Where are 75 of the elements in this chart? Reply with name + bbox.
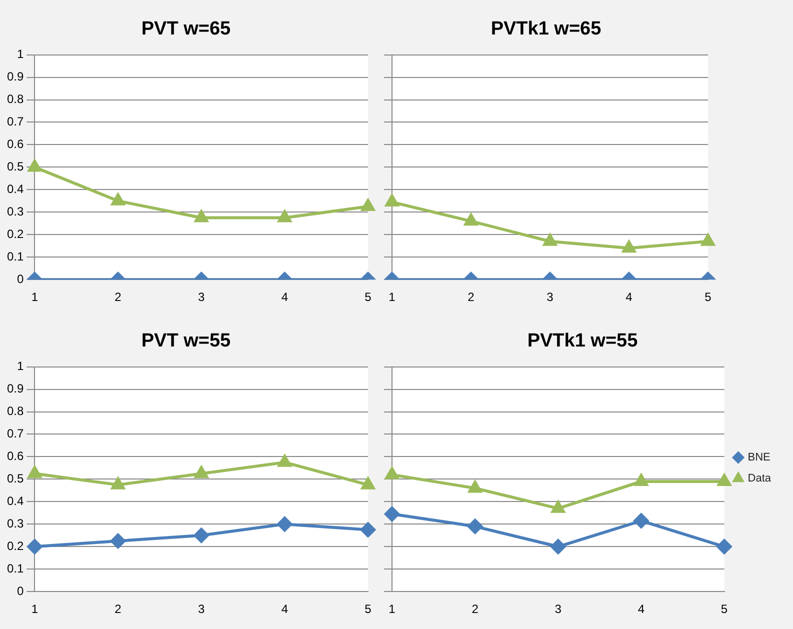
- x-tick-label: 4: [626, 290, 633, 304]
- point: [551, 500, 565, 513]
- x-tick-label: 2: [468, 290, 475, 304]
- legend-label: Data: [748, 472, 772, 485]
- x-tick-label: 3: [198, 290, 205, 304]
- y-tick-label: 1: [16, 47, 24, 62]
- y-tick-label: 0.3: [6, 516, 24, 530]
- point: [361, 477, 375, 490]
- point: [716, 539, 732, 554]
- x-tick-label: 1: [31, 602, 38, 616]
- x-tick-label: 3: [554, 602, 562, 616]
- y-tick-label: 0: [16, 584, 24, 598]
- x-tick-label: 3: [198, 602, 205, 616]
- y-tick-label: 0.6: [6, 137, 24, 152]
- x-tick-label: 4: [281, 290, 288, 304]
- y-tick-label: 0.4: [6, 182, 24, 196]
- point: [360, 522, 376, 538]
- y-tick-label: 0.1: [6, 249, 24, 264]
- y-tick-label: 0.5: [6, 472, 24, 486]
- point: [634, 513, 649, 528]
- point: [194, 210, 208, 222]
- point: [110, 534, 126, 549]
- x-tick-label: 4: [281, 602, 288, 616]
- chart-title: PVTk1 w=65: [490, 18, 602, 40]
- x-tick-label: 4: [638, 602, 645, 616]
- y-tick-label: 1: [16, 359, 24, 374]
- x-tick-label: 2: [114, 290, 122, 304]
- point: [464, 214, 478, 226]
- x-tick-label: 5: [720, 602, 728, 616]
- point: [27, 539, 42, 554]
- x-tick-label: 2: [472, 602, 479, 616]
- point: [550, 539, 566, 554]
- y-tick-label: 0.5: [6, 160, 24, 174]
- point: [543, 234, 557, 246]
- y-tick-label: 0.2: [6, 226, 24, 241]
- point: [361, 199, 375, 212]
- legend-label: BNE: [748, 452, 770, 464]
- y-tick-label: 0.8: [6, 404, 24, 418]
- point: [278, 210, 292, 222]
- point: [277, 516, 292, 532]
- y-tick-label: 0.4: [6, 494, 24, 508]
- y-tick-label: 0.2: [6, 538, 24, 553]
- point: [111, 477, 125, 490]
- x-tick-label: 5: [704, 290, 712, 304]
- point: [718, 474, 731, 486]
- point: [194, 528, 209, 543]
- x-tick-label: 2: [114, 602, 122, 616]
- x-tick-label: 1: [388, 602, 396, 616]
- x-tick-label: 3: [546, 290, 554, 304]
- y-tick-label: 0.1: [6, 561, 24, 576]
- chart-title: PVTk1 w=55: [527, 330, 638, 352]
- point: [634, 474, 648, 486]
- y-tick-label: 0.9: [6, 70, 24, 84]
- chart-title: PVT w=55: [141, 330, 232, 352]
- y-tick-label: 0.6: [6, 449, 24, 464]
- x-tick-label: 1: [31, 290, 38, 304]
- point: [385, 194, 399, 207]
- point: [701, 234, 715, 246]
- y-tick-label: 0.8: [6, 92, 24, 106]
- y-tick-label: 0.3: [6, 204, 24, 218]
- x-tick-label: 1: [388, 290, 396, 304]
- point: [468, 480, 482, 493]
- y-tick-label: 0.7: [6, 426, 24, 441]
- point: [278, 454, 292, 467]
- y-tick-label: 0.7: [6, 114, 24, 129]
- y-tick-label: 0.9: [6, 382, 24, 396]
- x-tick-label: 5: [364, 602, 372, 616]
- point: [468, 518, 483, 534]
- y-tick-label: 0: [16, 272, 24, 286]
- x-tick-label: 5: [364, 290, 372, 304]
- chart-title: PVT w=65: [141, 18, 232, 40]
- point: [384, 506, 400, 522]
- point: [622, 240, 636, 253]
- point: [194, 466, 208, 478]
- point: [111, 193, 125, 206]
